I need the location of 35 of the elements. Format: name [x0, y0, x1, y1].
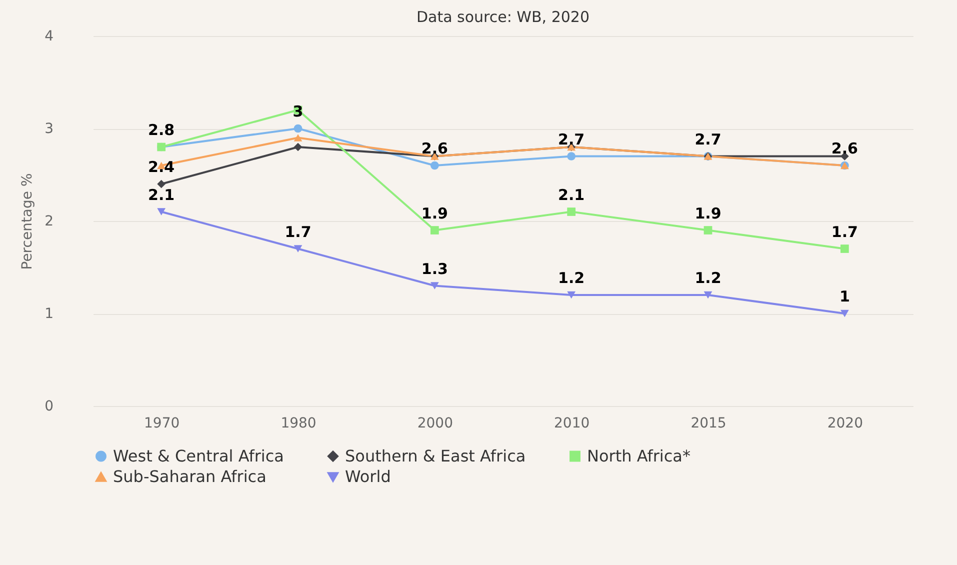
data-label: 1.7 — [284, 222, 312, 241]
data-label: 1.2 — [558, 269, 585, 287]
x-tick-label: 1970 — [144, 416, 180, 432]
data-label: 2.4 — [148, 158, 175, 176]
data-label: 1.7 — [831, 222, 858, 241]
data-label: 2.7 — [558, 130, 585, 148]
data-label: 2.7 — [694, 130, 722, 148]
y-tick-label: 2 — [44, 214, 54, 230]
legend-label: North Africa* — [587, 446, 690, 466]
data-label: 2.6 — [831, 140, 858, 158]
data-label: 2.1 — [148, 186, 175, 204]
data-label: 2.8 — [148, 121, 175, 139]
legend-label: Sub-Saharan Africa — [113, 467, 266, 486]
data-label: 3 — [292, 102, 304, 120]
x-tick-label: 2015 — [690, 416, 726, 432]
legend-label: Southern & East Africa — [345, 446, 526, 466]
chart-title: Data source: WB, 2020 — [416, 8, 590, 26]
y-tick-label: 4 — [44, 28, 54, 44]
data-label: 2.6 — [421, 140, 448, 158]
x-tick-label: 2010 — [554, 416, 590, 432]
data-label: 1.9 — [421, 204, 448, 222]
legend-label: World — [345, 467, 391, 486]
data-label: 1.3 — [421, 260, 448, 278]
data-label: 1 — [839, 288, 850, 306]
x-tick-label: 1980 — [280, 416, 316, 432]
data-label: 1.2 — [694, 269, 722, 287]
data-label: 2.1 — [558, 186, 585, 204]
y-tick-label: 1 — [44, 306, 54, 322]
data-label: 1.9 — [694, 204, 722, 222]
y-tick-label: 3 — [44, 121, 54, 137]
legend-label: West & Central Africa — [113, 446, 284, 466]
y-axis-title: Percentage % — [20, 173, 36, 270]
x-tick-label: 2020 — [827, 416, 863, 432]
y-tick-label: 0 — [44, 398, 54, 414]
x-tick-label: 2000 — [417, 416, 453, 432]
